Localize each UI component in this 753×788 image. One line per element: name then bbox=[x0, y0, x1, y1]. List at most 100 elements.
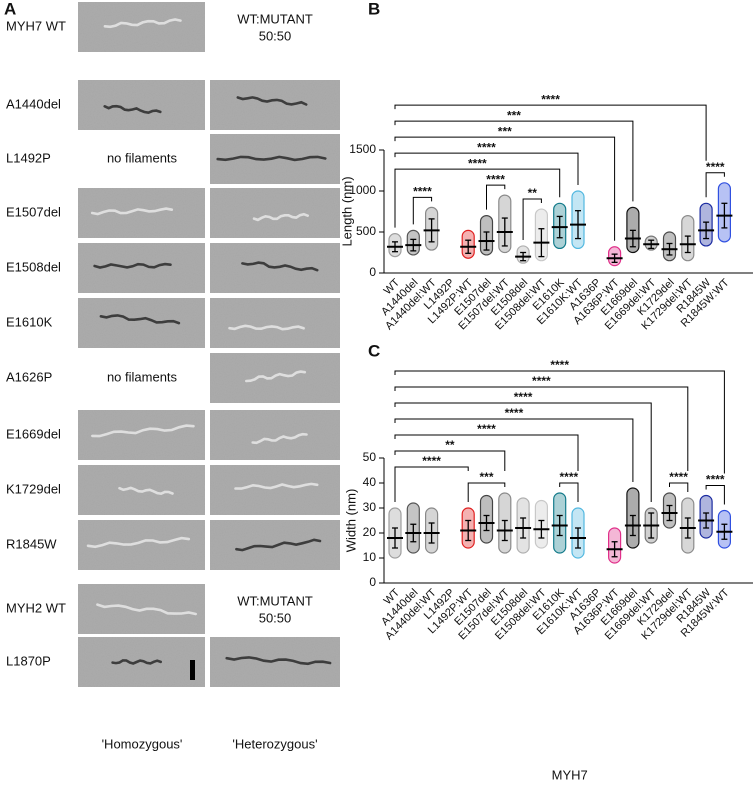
filament bbox=[252, 212, 309, 222]
y-tick-label: 30 bbox=[363, 500, 377, 514]
significance-label: *** bbox=[507, 108, 521, 122]
significance-bracket bbox=[486, 184, 506, 210]
em-grain bbox=[78, 80, 205, 130]
em-image bbox=[78, 243, 205, 293]
significance-bracket bbox=[394, 402, 652, 502]
em-image bbox=[210, 243, 340, 293]
significance-bracket bbox=[669, 482, 689, 492]
em-image bbox=[78, 410, 205, 460]
significance-bracket bbox=[705, 172, 725, 198]
row-label: L1870P bbox=[6, 653, 51, 668]
row-label: A1626P bbox=[6, 369, 52, 384]
y-tick-label: 40 bbox=[363, 475, 377, 489]
em-grain bbox=[210, 465, 340, 515]
filament bbox=[225, 656, 332, 666]
significance-bracket bbox=[394, 120, 634, 202]
mix-note: WT:MUTANT bbox=[237, 11, 313, 26]
filament bbox=[103, 18, 182, 29]
significance-bracket bbox=[394, 450, 506, 471]
column-caption: 'Heterozygous' bbox=[232, 736, 317, 751]
significance-bracket bbox=[705, 485, 725, 505]
mix-note: WT:MUTANT bbox=[237, 593, 313, 608]
row-label: R1845W bbox=[6, 536, 57, 551]
significance-label: **** bbox=[669, 470, 688, 484]
significance-bracket bbox=[394, 136, 616, 241]
significance-bracket bbox=[394, 418, 634, 482]
no-filaments-note: no filaments bbox=[107, 150, 178, 165]
row-label: MYH2 WT bbox=[6, 600, 66, 615]
y-tick-label: 20 bbox=[363, 525, 377, 539]
filament bbox=[103, 104, 162, 115]
significance-bracket bbox=[394, 168, 561, 228]
em-image bbox=[210, 520, 340, 570]
significance-label: **** bbox=[532, 374, 551, 388]
em-grain bbox=[210, 298, 340, 348]
filament bbox=[235, 538, 322, 552]
filament bbox=[118, 486, 174, 496]
significance-label: *** bbox=[479, 470, 493, 484]
em-grain bbox=[78, 465, 205, 515]
em-grain bbox=[78, 2, 205, 52]
filament bbox=[251, 432, 308, 445]
significance-label: ** bbox=[528, 186, 538, 200]
filament bbox=[91, 424, 195, 438]
em-grain bbox=[210, 188, 340, 238]
significance-bracket bbox=[394, 466, 469, 502]
significance-bracket bbox=[394, 386, 689, 471]
group-label: MYH7 bbox=[552, 767, 588, 782]
significance-bracket bbox=[467, 482, 506, 502]
em-image bbox=[78, 298, 205, 348]
y-tick-label: 1500 bbox=[349, 142, 376, 156]
y-tick-label: 50 bbox=[363, 450, 377, 464]
em-image bbox=[78, 637, 205, 687]
filament bbox=[96, 603, 197, 616]
significance-label: **** bbox=[422, 454, 441, 468]
row-label: E1507del bbox=[6, 204, 61, 219]
significance-label: **** bbox=[706, 160, 725, 174]
no-filaments-note: no filaments bbox=[107, 369, 178, 384]
em-image bbox=[210, 134, 340, 184]
y-axis-title: Length (nm) bbox=[339, 176, 354, 246]
em-image bbox=[210, 353, 340, 403]
filament bbox=[216, 155, 327, 162]
filament bbox=[93, 262, 172, 269]
em-image bbox=[78, 80, 205, 130]
panel-label: C bbox=[368, 341, 380, 360]
panel-label: A bbox=[4, 0, 16, 18]
filament bbox=[111, 659, 162, 665]
significance-label: **** bbox=[541, 92, 560, 106]
panel-label: B bbox=[368, 0, 380, 18]
em-image bbox=[78, 188, 205, 238]
em-grain bbox=[210, 80, 340, 130]
significance-bracket bbox=[394, 434, 579, 471]
significance-label: ** bbox=[445, 438, 455, 452]
filament bbox=[241, 261, 319, 272]
significance-bracket bbox=[394, 104, 707, 161]
filament bbox=[99, 314, 181, 325]
significance-label: **** bbox=[477, 422, 496, 436]
column-caption: 'Homozygous' bbox=[102, 736, 183, 751]
mix-note: 50:50 bbox=[259, 610, 292, 625]
y-tick-label: 1000 bbox=[349, 183, 376, 197]
scale-bar bbox=[190, 660, 195, 680]
filament bbox=[86, 536, 191, 549]
row-label: A1440del bbox=[6, 96, 61, 111]
em-image bbox=[210, 298, 340, 348]
em-image bbox=[78, 465, 205, 515]
significance-bracket bbox=[559, 482, 579, 502]
y-tick-label: 10 bbox=[363, 550, 377, 564]
em-image bbox=[78, 520, 205, 570]
significance-bracket bbox=[522, 198, 542, 240]
y-tick-label: 0 bbox=[369, 575, 376, 589]
significance-bracket bbox=[394, 370, 725, 474]
em-grain bbox=[78, 520, 205, 570]
significance-label: **** bbox=[468, 156, 487, 170]
filament bbox=[90, 207, 174, 216]
significance-label: **** bbox=[706, 473, 725, 487]
y-tick-label: 500 bbox=[356, 224, 376, 238]
significance-label: **** bbox=[550, 358, 569, 372]
em-image bbox=[210, 410, 340, 460]
significance-label: **** bbox=[560, 470, 579, 484]
em-image bbox=[210, 80, 340, 130]
